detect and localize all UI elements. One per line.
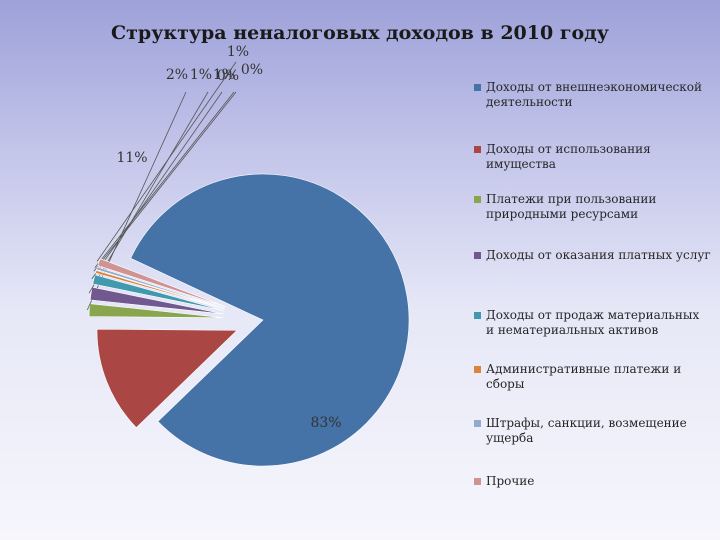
- legend-label: Штрафы, санкции, возмещение ущерба: [486, 416, 687, 445]
- pie-slice-6: [95, 270, 225, 310]
- leader-line-7: [94, 91, 235, 268]
- legend-label: Доходы от оказания платных услуг: [486, 248, 711, 262]
- data-label-8: 1%: [227, 44, 249, 60]
- legend-label: Административные платежи и сборы: [486, 362, 682, 391]
- legend-swatch: [474, 252, 481, 259]
- legend-swatch: [474, 312, 481, 319]
- data-label-6: 0%: [241, 62, 263, 78]
- legend-swatch: [474, 196, 481, 203]
- data-label-4: 1%: [190, 67, 212, 83]
- legend-label: Доходы от использования имущества: [486, 142, 651, 171]
- data-label-7: 0%: [217, 68, 239, 84]
- legend-label: Доходы от внешнеэкономической деятельнос…: [486, 80, 702, 109]
- pie-slice-2: [96, 328, 238, 429]
- data-label-1: 83%: [310, 415, 341, 431]
- legend-swatch: [474, 420, 481, 427]
- data-label-3: 2%: [166, 67, 188, 83]
- legend-label: Платежи при пользовании природными ресур…: [486, 192, 657, 221]
- leader-line-8: [96, 61, 237, 262]
- pie-slice-1: [130, 173, 410, 467]
- legend-label: Прочие: [486, 474, 535, 488]
- leader-line-5: [91, 91, 223, 280]
- legend-swatch: [474, 478, 481, 485]
- legend-label: Доходы от продаж материальных и нематери…: [486, 308, 700, 337]
- leader-line-4: [88, 91, 209, 294]
- legend-swatch: [474, 366, 481, 373]
- legend-swatch: [474, 84, 481, 91]
- data-label-2: 11%: [116, 150, 147, 166]
- pie-slice-7: [96, 266, 225, 309]
- chart-title: Структура неналоговых доходов в 2010 год…: [111, 22, 609, 44]
- leader-line-6: [93, 91, 237, 272]
- pie-slice-8: [97, 258, 226, 307]
- legend-swatch: [474, 146, 481, 153]
